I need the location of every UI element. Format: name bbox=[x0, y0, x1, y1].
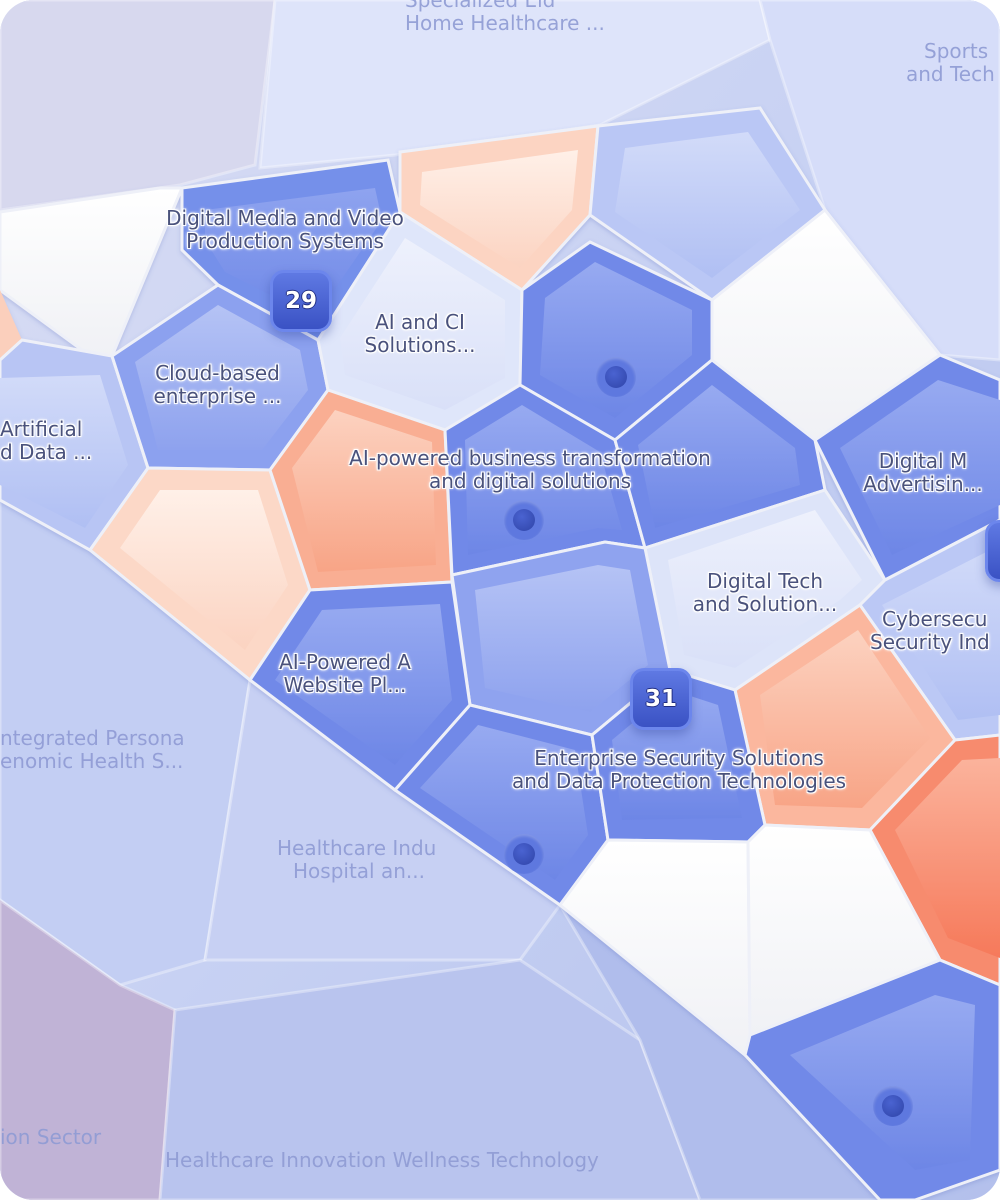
label-digital-media[interactable]: Digital Media and Video Production Syste… bbox=[150, 207, 420, 253]
label-line: Advertisin... bbox=[863, 472, 983, 496]
label-line: Digital Media and Video bbox=[166, 206, 404, 230]
bg-label-healthcare-hospital: Healthcare Indu Hospital an... bbox=[277, 837, 436, 883]
location-marker-icon[interactable] bbox=[596, 357, 636, 397]
cluster-count-badge-partial[interactable] bbox=[985, 520, 1000, 582]
label-line: d Data ... bbox=[0, 440, 93, 464]
bg-label-healthcare-innovation: Healthcare Innovation Wellness Technolog… bbox=[165, 1149, 599, 1172]
label-line: Specialized Eld bbox=[405, 0, 556, 12]
label-cybersecurity[interactable]: Cybersecu Security Ind bbox=[870, 608, 990, 654]
label-line: Home Healthcare ... bbox=[405, 11, 605, 35]
location-marker-icon[interactable] bbox=[873, 1086, 913, 1126]
label-line: Cybersecu bbox=[882, 607, 988, 631]
bg-label-personal-genomic: ntegrated Persona enomic Health S... bbox=[0, 727, 185, 773]
label-ai-business[interactable]: AI-powered business transformation and d… bbox=[320, 447, 740, 493]
label-line: Security Ind bbox=[870, 630, 990, 654]
label-line: Healthcare Indu bbox=[277, 836, 437, 860]
label-line: AI-powered business transformation bbox=[349, 446, 711, 470]
label-digital-tech[interactable]: Digital Tech and Solution... bbox=[680, 570, 850, 616]
cluster-count-badge[interactable]: 29 bbox=[270, 270, 332, 332]
label-line: ntegrated Persona bbox=[0, 726, 185, 750]
label-line: Hospital an... bbox=[293, 859, 425, 883]
label-line: and Data Protection Technologies bbox=[511, 769, 847, 793]
label-line: enomic Health S... bbox=[0, 749, 184, 773]
label-line: Digital M bbox=[878, 449, 968, 473]
label-line: AI and CI bbox=[375, 310, 465, 334]
label-line: and Tech bbox=[906, 62, 995, 86]
bg-label-ion-sector: ion Sector bbox=[0, 1126, 101, 1149]
location-marker-icon[interactable] bbox=[504, 834, 544, 874]
label-line: Healthcare Innovation Wellness Technolog… bbox=[165, 1148, 599, 1172]
label-line: Solutions... bbox=[364, 333, 476, 357]
label-line: Website Pl... bbox=[283, 673, 407, 697]
label-ai-website[interactable]: AI-Powered A Website Pl... bbox=[270, 651, 420, 697]
label-line: AI-Powered A bbox=[279, 650, 411, 674]
label-artificial-data[interactable]: Artificial d Data ... bbox=[0, 418, 92, 464]
label-cloud-enterprise[interactable]: Cloud-based enterprise ... bbox=[140, 362, 295, 408]
label-line: Artificial bbox=[0, 417, 83, 441]
cell-white-bottom-right[interactable] bbox=[746, 823, 943, 1038]
cluster-count-badge[interactable]: 31 bbox=[630, 668, 692, 730]
label-line: Production Systems bbox=[186, 229, 384, 253]
location-marker-icon[interactable] bbox=[504, 500, 544, 540]
label-digital-marketing[interactable]: Digital M Advertisin... bbox=[853, 450, 993, 496]
label-line: enterprise ... bbox=[153, 384, 282, 408]
bg-label-sports-tech: Sports and Tech bbox=[906, 40, 995, 86]
label-line: Sports bbox=[924, 39, 989, 63]
label-enterprise-security[interactable]: Enterprise Security Solutions and Data P… bbox=[485, 747, 873, 793]
label-ai-ci[interactable]: AI and CI Solutions... bbox=[345, 311, 495, 357]
label-line: Enterprise Security Solutions bbox=[534, 746, 824, 770]
label-line: and digital solutions bbox=[428, 469, 632, 493]
label-line: Digital Tech bbox=[706, 569, 823, 593]
label-line: and Solution... bbox=[692, 592, 838, 616]
bg-label-home-healthcare: Specialized Eld Home Healthcare ... bbox=[405, 0, 605, 35]
label-line: ion Sector bbox=[0, 1125, 102, 1149]
label-line: Cloud-based bbox=[155, 361, 280, 385]
